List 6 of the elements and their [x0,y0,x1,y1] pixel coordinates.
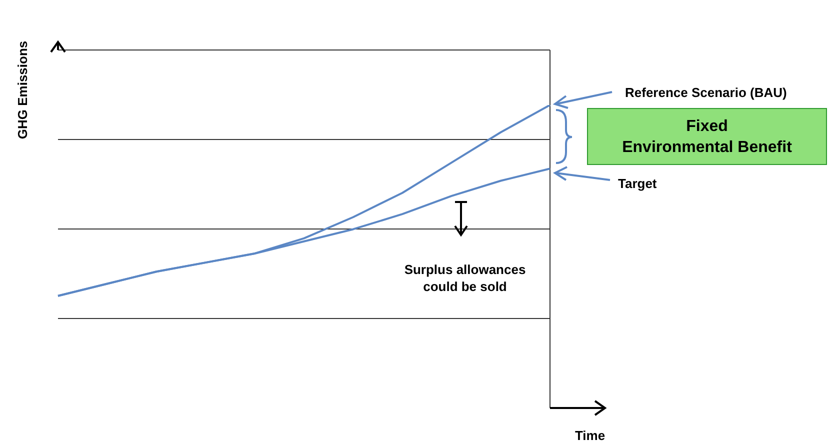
y-axis-title: GHG Emissions [15,40,30,140]
legend-label: Target [618,176,658,191]
x-axis-title: Time [574,428,606,443]
annotation: Surplus allowances could be sold [404,262,526,294]
legend-label: Reference Scenario (BAU) [625,85,787,100]
text: Fixed Environmental Benefit [622,116,792,158]
